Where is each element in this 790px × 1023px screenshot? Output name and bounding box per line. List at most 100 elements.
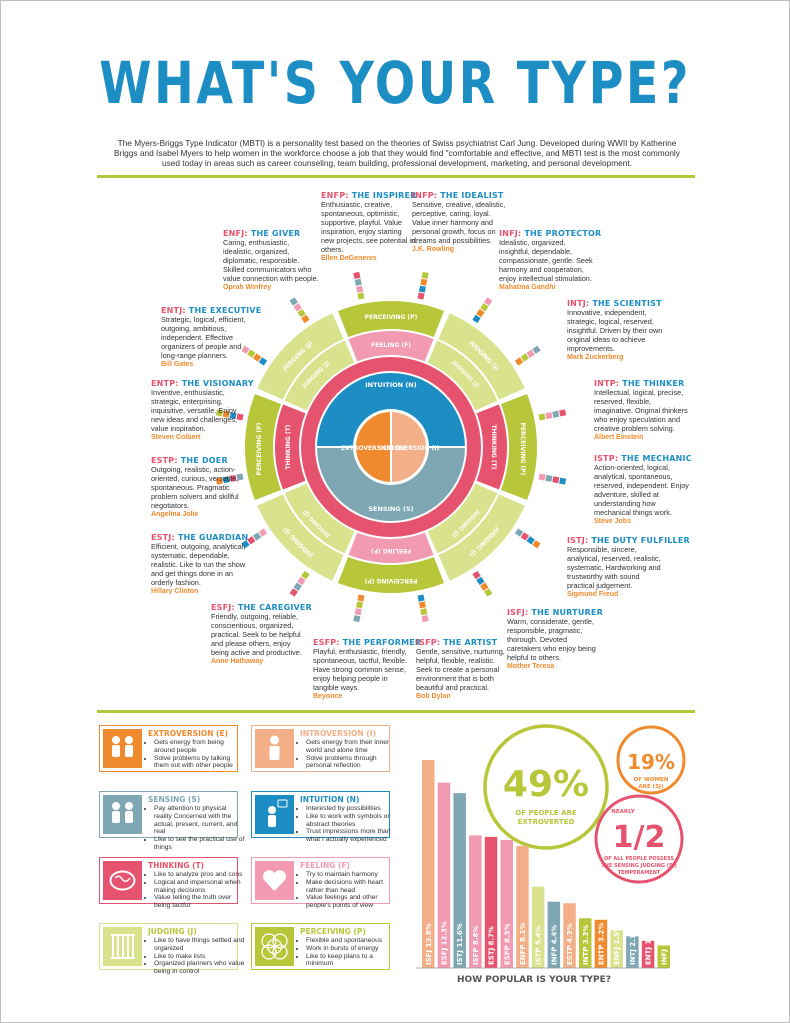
type-name: THE THINKER — [622, 379, 685, 388]
type-celebrity: Steve Jobs — [594, 518, 631, 525]
outer-ring-segment — [438, 494, 525, 581]
type-esfp: ESFP: THE PERFORMER Playful, enthusiasti… — [313, 638, 421, 701]
legend-title: SENSING (S) — [148, 795, 201, 804]
type-description: Sensitive, creative, idealistic, percept… — [412, 200, 506, 245]
type-estp: ESTP: THE DOER Outgoing, realistic, acti… — [151, 456, 247, 519]
legend-list: Like to analyze pros and consLogical and… — [144, 871, 246, 910]
type-tick-mark — [289, 588, 298, 597]
legend-title: PERCEIVING (P) — [300, 927, 366, 936]
legend-item: Logical and impersonal when making decis… — [154, 879, 246, 895]
type-tick-mark — [418, 601, 426, 609]
legend-item: Work in bursts of energy — [306, 945, 398, 953]
legend-feeling: FEELING (F) Try to maintain harmonyMake … — [251, 857, 390, 909]
type-tick-mark — [301, 314, 310, 324]
type-tick-mark — [484, 588, 493, 597]
type-code: ISTP: — [594, 454, 619, 463]
type-tick-mark — [247, 349, 256, 358]
type-tick-mark — [236, 473, 244, 481]
type-name: THE DOER — [180, 456, 228, 465]
outer-ring-segment — [500, 393, 537, 501]
outer-ring-segment — [337, 301, 445, 338]
grid-icon — [103, 927, 142, 966]
thinking-right-label: THINKING (T) — [490, 425, 497, 470]
type-description: Outgoing, realistic, action-oriented, cu… — [151, 465, 239, 510]
type-name: THE GIVER — [250, 229, 301, 238]
type-name: THE INSPIRER — [351, 191, 417, 200]
legend-item: Solve problems through personal reflecti… — [306, 755, 398, 771]
type-enfj: ENFJ: THE GIVER Caring, enthusiastic, id… — [223, 229, 319, 292]
outer-ring-label: PERCEIVING (P) — [365, 314, 418, 321]
type-tick-mark — [252, 353, 262, 362]
type-tick-mark — [289, 297, 298, 306]
type-tick-mark — [354, 278, 362, 286]
type-celebrity: Sigmund Freud — [567, 591, 619, 598]
type-entj: ENTJ: THE EXECUTIVE Strategic, logical, … — [161, 306, 261, 369]
circles-icon — [255, 927, 294, 966]
type-tick-mark — [538, 413, 546, 421]
type-code: ISFP: — [416, 638, 441, 647]
type-name: THE SCIENTIST — [592, 299, 662, 308]
middle-divider — [97, 710, 695, 713]
type-description: Intellectual, logical, precise, reserved… — [594, 388, 688, 433]
type-tick-mark — [356, 601, 364, 609]
outer-ring-label: PERCEIVING (P) — [256, 422, 263, 475]
type-tick-mark — [222, 476, 230, 484]
page-title: WHAT'S YOUR TYPE? — [99, 49, 691, 117]
type-tick-mark — [559, 409, 567, 417]
type-code: ESFP: — [313, 638, 340, 647]
legend-sensing: SENSING (S) Pay attention to physical re… — [99, 791, 244, 851]
introversion-label: INTROVERSION (I) — [379, 445, 440, 452]
type-tick-mark — [357, 594, 365, 602]
type-tick-mark — [215, 477, 223, 485]
type-isfp: ISFP: THE ARTIST Gentle, sensitive, nurt… — [416, 638, 512, 701]
outer-ring-segment — [337, 556, 445, 593]
legend-list: Like to have things settled and organize… — [144, 937, 246, 976]
legend-perceiving: PERCEIVING (P) Flexible and spontaneousW… — [251, 923, 390, 970]
type-tick-mark — [520, 353, 530, 362]
type-tick-mark — [301, 570, 310, 580]
type-description: Action-oriented, logical, analytical, sp… — [594, 463, 689, 517]
legend-title: THINKING (T) — [148, 861, 205, 870]
type-code: ISTJ: — [567, 536, 589, 545]
type-celebrity: Ellen DeGeneres — [321, 255, 377, 262]
legend-list: Interested by possibilitiesLike to work … — [296, 805, 398, 844]
type-code: ENFJ: — [223, 229, 248, 238]
type-name: THE PERFORMER — [342, 638, 422, 647]
brain-icon — [103, 861, 142, 900]
type-celebrity: Albert Einstein — [594, 434, 644, 441]
type-celebrity: Anne Hathaway — [211, 658, 264, 665]
type-celebrity: Bill Gates — [161, 361, 194, 368]
legend-item: Like to keep plans to a minimum — [306, 953, 398, 969]
type-tick-mark — [293, 582, 302, 591]
type-name: THE VISIONARY — [181, 379, 254, 388]
type-tick-mark — [526, 536, 535, 545]
type-celebrity: Hillary Clinton — [151, 588, 199, 595]
type-tick-mark — [417, 292, 425, 300]
legend-item: Gets energy from being around people — [154, 739, 246, 755]
type-entp: ENTP: THE VISIONARY Inventive, enthusias… — [151, 379, 254, 442]
type-tick-mark — [514, 357, 524, 366]
type-tick-mark — [258, 357, 268, 366]
legend-list: Flexible and spontaneousWork in bursts o… — [296, 937, 398, 968]
type-celebrity: Oprah Winfrey — [223, 284, 272, 291]
type-description: Friendly, outgoing, reliable, conscienti… — [211, 612, 302, 657]
type-description: Enthusiastic, creative, spontaneous, opt… — [321, 200, 416, 254]
type-code: ESTP: — [151, 456, 178, 465]
type-tick-mark — [247, 536, 256, 545]
type-tick-mark — [252, 532, 262, 541]
type-code: INTJ: — [567, 299, 590, 308]
legend-title: INTUITION (N) — [300, 795, 360, 804]
outer-ring-segment — [257, 313, 344, 400]
type-celebrity: Steven Colbert — [151, 434, 201, 441]
type-tick-mark — [356, 285, 364, 293]
legend-item: Like to see the practical use of things — [154, 836, 246, 852]
legend-judging: JUDGING (J) Like to have things settled … — [99, 923, 244, 975]
legend-title: INTROVERSION (I) — [300, 729, 376, 738]
type-isfj: ISFJ: THE NURTURER Warm, considerate, ge… — [507, 608, 603, 671]
type-description: Innovative, independent, strategic, logi… — [567, 308, 663, 353]
third-ring-segment — [476, 404, 508, 490]
type-celebrity: Mother Teresa — [507, 663, 555, 670]
type-name: THE EXECUTIVE — [188, 306, 262, 315]
